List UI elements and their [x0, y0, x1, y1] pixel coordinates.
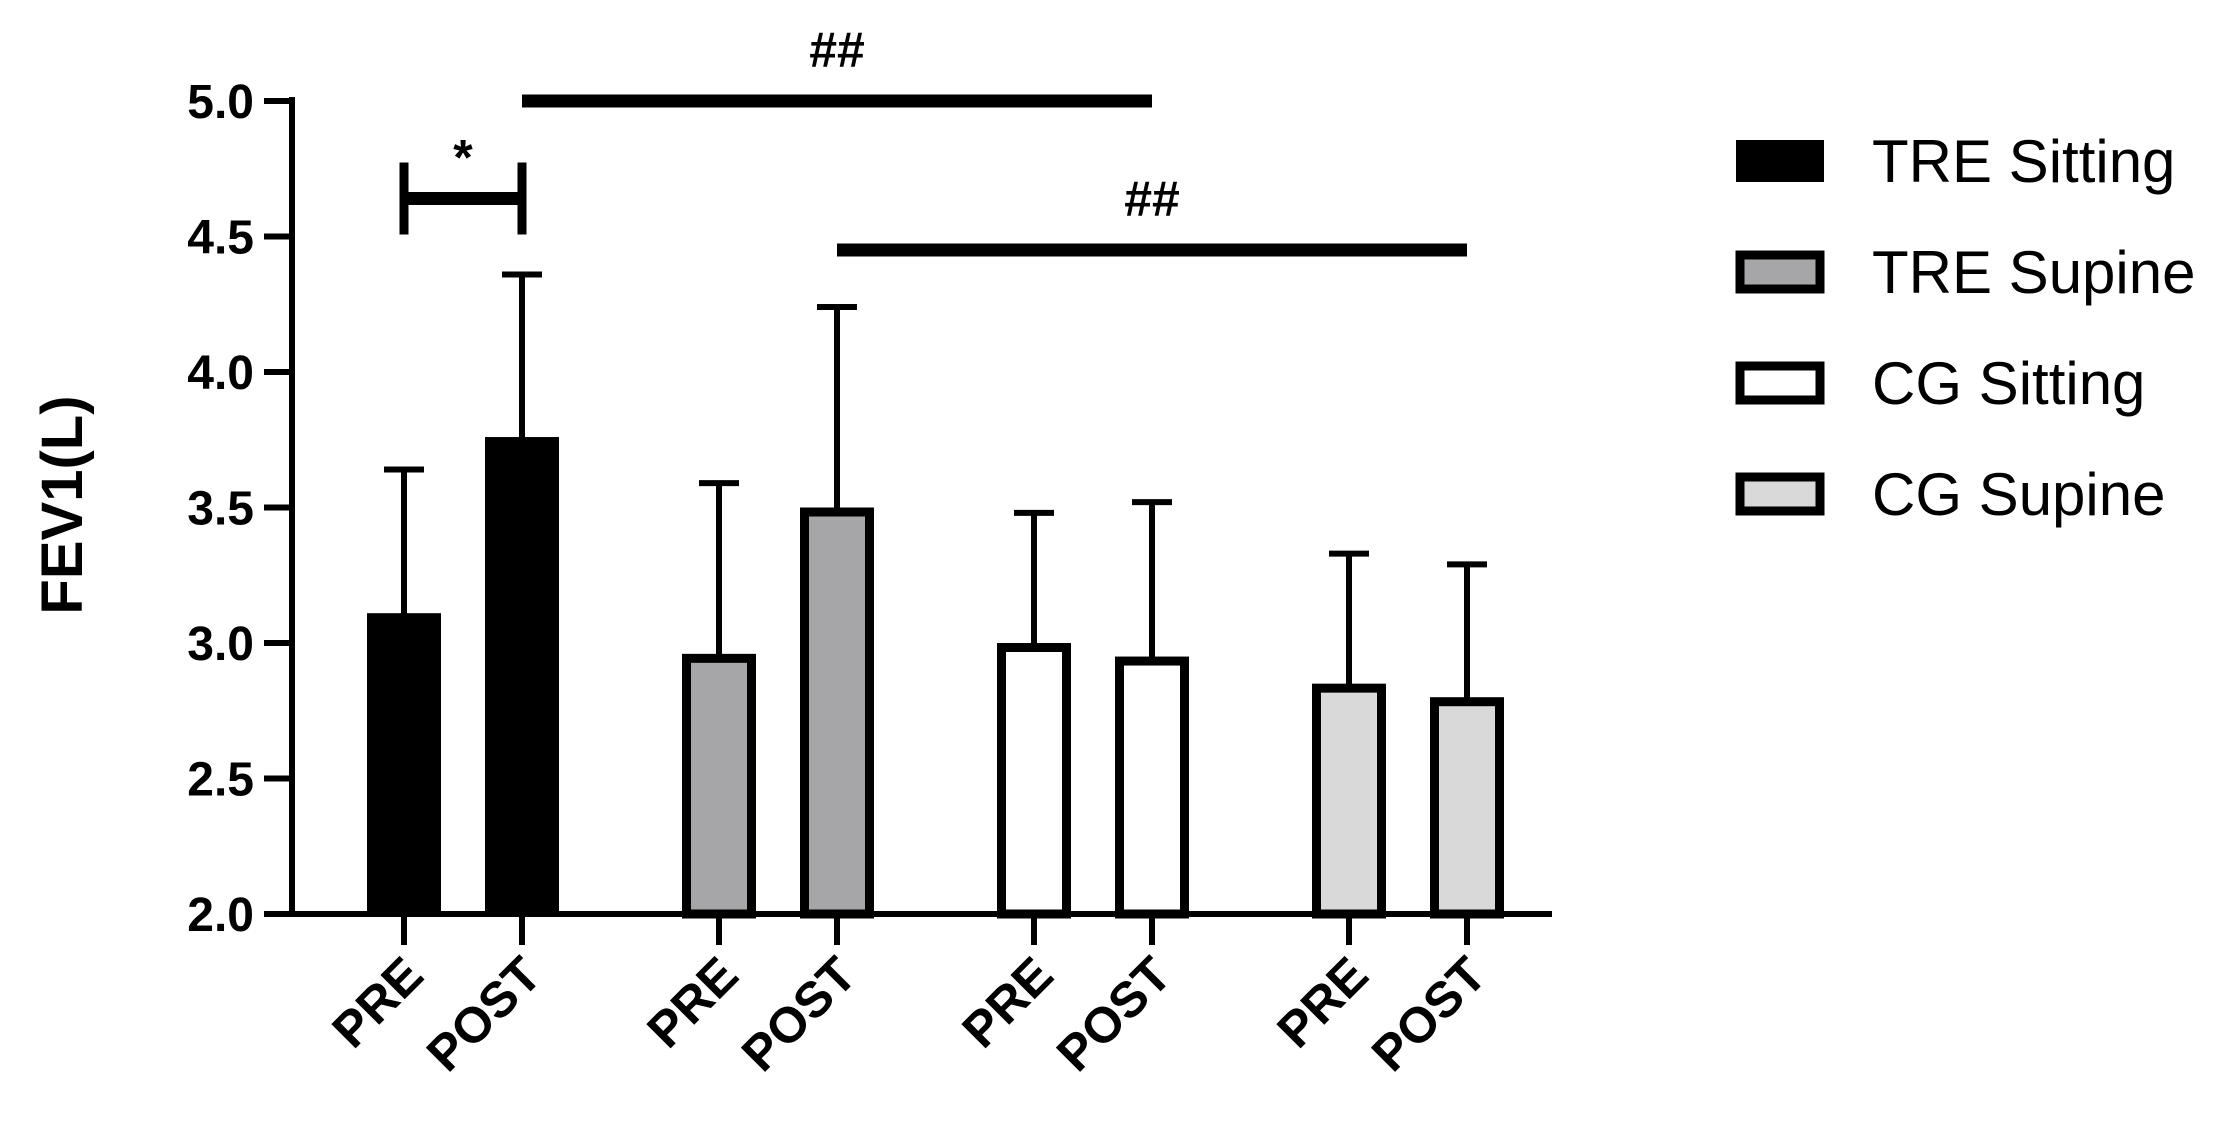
legend-swatch — [1735, 361, 1825, 405]
bar-cg-sitting-post — [1115, 656, 1189, 919]
legend-label: TRE Sitting — [1872, 128, 2175, 195]
significance-label: ## — [809, 22, 865, 78]
x-tick-label: POST — [1046, 946, 1182, 1082]
legend-label: CG Supine — [1872, 461, 2166, 528]
bar-tre-supine-pre — [682, 653, 756, 919]
significance-label: ## — [1124, 171, 1180, 227]
legend-swatch — [1735, 472, 1825, 516]
y-tick-label: 4.5 — [187, 212, 254, 265]
x-tick-label: POST — [731, 946, 867, 1082]
bar-tre-supine-post — [800, 507, 874, 919]
bars — [367, 437, 1504, 919]
error-bars — [384, 271, 1487, 700]
x-tick-label: POST — [1361, 946, 1497, 1082]
y-tick-label: 4.0 — [187, 347, 254, 400]
legend: TRE Sitting TRE Supine CG Sitting CG Supine — [1735, 128, 2196, 528]
bar-tre-sitting-post — [485, 437, 559, 914]
y-tick-label: 3.5 — [187, 483, 254, 536]
bar-cg-sitting-pre — [997, 643, 1071, 919]
significance-label: * — [453, 130, 473, 186]
significance-annotations: * ## ## — [399, 22, 1467, 257]
legend-swatch — [1736, 140, 1824, 182]
x-tick-label: POST — [416, 946, 552, 1082]
bar-cg-supine-post — [1430, 697, 1504, 919]
legend-label: CG Sitting — [1872, 350, 2145, 417]
y-tick-label: 5.0 — [187, 76, 254, 129]
y-ticks: 2.0 2.5 3.0 3.5 4.0 4.5 5.0 — [187, 76, 292, 942]
bar-cg-supine-pre — [1312, 683, 1386, 919]
y-axis-title: FEV1(L) — [30, 395, 95, 614]
y-tick-label: 3.0 — [187, 618, 254, 671]
legend-label: TRE Supine — [1872, 239, 2196, 306]
y-tick-label: 2.5 — [187, 754, 254, 807]
y-tick-label: 2.0 — [187, 889, 254, 942]
legend-swatch — [1735, 250, 1825, 294]
bar-tre-sitting-pre — [367, 613, 441, 914]
